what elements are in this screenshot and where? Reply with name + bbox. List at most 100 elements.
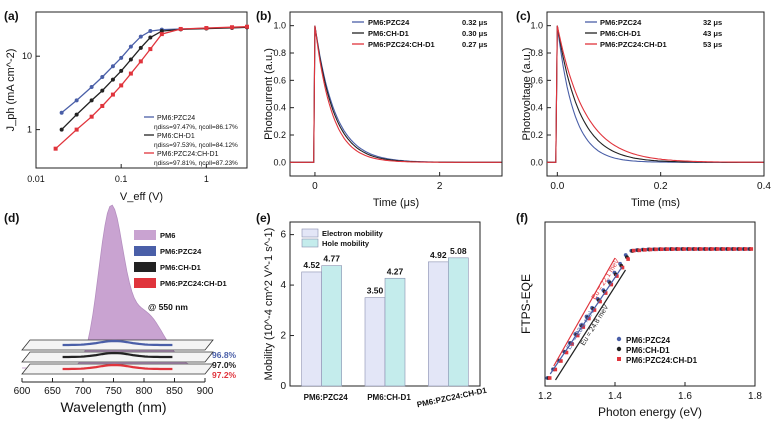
data-marker	[159, 29, 164, 34]
y-axis-label: FTPS-EQE	[519, 274, 533, 334]
legend-stats: ηdiss=97.81%, ηcoll=87.23%	[154, 160, 238, 167]
x-tick-label: 2	[437, 181, 443, 192]
legend-entry: PM6	[160, 231, 175, 240]
bar-value-label: 5.08	[450, 246, 467, 256]
data-marker	[738, 247, 742, 251]
legend-entry: PM6:PZC24	[626, 336, 671, 345]
y-tick-label: 0.2	[530, 130, 543, 140]
panel-label: (d)	[4, 211, 19, 225]
data-marker	[581, 325, 586, 329]
x-axis-label: Wavelength (nm)	[60, 399, 166, 415]
legend-entry: Hole mobility	[322, 239, 370, 248]
bar-value-label: 4.52	[303, 260, 320, 270]
y-tick-label: 0.6	[530, 75, 543, 85]
x-tick-label: 1.2	[538, 391, 552, 402]
data-marker	[89, 98, 94, 103]
series-line-a	[61, 26, 248, 114]
y-tick-label: 0	[280, 381, 286, 392]
legend-tau: 32 μs	[703, 18, 722, 27]
y-axis-label: J_ph (mA cm^-2)	[5, 49, 17, 132]
x-axis-label: V_eff (V)	[120, 191, 163, 203]
legend-marker	[616, 346, 622, 352]
stack-plane	[21, 363, 214, 375]
legend-entry: PM6:CH-D1	[626, 346, 670, 355]
x-tick-label: 0.0	[550, 181, 564, 192]
legend-entry: PM6:CH-D1	[160, 263, 201, 272]
y-tick-label: 0.0	[273, 157, 286, 167]
data-marker	[587, 316, 591, 321]
legend-marker	[616, 336, 622, 342]
data-marker	[100, 103, 105, 108]
urbach-fit-line	[554, 269, 627, 381]
data-marker	[643, 248, 647, 252]
data-marker	[178, 26, 183, 31]
legend-entry: PM6:PZC24:CH-D1	[157, 151, 219, 158]
x-tick-label: 0.01	[27, 174, 45, 184]
data-marker	[743, 247, 748, 251]
x-tick-label: 650	[44, 386, 61, 397]
x-tick-label: 800	[136, 386, 153, 397]
data-marker	[74, 98, 79, 103]
legend-entry: PM6:PZC24:CH-D1	[368, 40, 435, 49]
data-marker	[148, 47, 153, 52]
data-marker	[110, 64, 115, 69]
legend-swatch	[134, 230, 156, 240]
legend-swatch	[134, 262, 156, 272]
data-marker	[128, 44, 133, 49]
data-marker	[159, 32, 164, 37]
data-marker	[654, 247, 658, 252]
x-tick-label: 750	[105, 386, 122, 397]
y-tick-label: 1.0	[273, 21, 286, 31]
y-axis-label: Mobility (10^-4 cm^2 V^-1 s^-1)	[263, 228, 275, 381]
panel-label: (f)	[516, 211, 528, 225]
data-marker	[119, 68, 124, 73]
bar-value-label: 4.27	[387, 266, 404, 276]
excitation-annotation: @ 550 nm	[148, 302, 188, 312]
bar	[364, 297, 386, 387]
legend-stats: ηdiss=97.47%, ηcoll=86.17%	[154, 124, 238, 131]
legend-tau: 53 μs	[703, 40, 722, 49]
bar-value-label: 4.92	[430, 250, 447, 260]
legend-entry: PM6:PZC24:CH-D1	[626, 356, 698, 365]
data-marker	[89, 114, 94, 119]
category-label: PM6:CH-D1	[367, 393, 411, 402]
legend-entry: PM6:CH-D1	[157, 133, 195, 140]
legend-entry: PM6:PZC24	[600, 18, 642, 27]
data-marker	[128, 57, 133, 62]
legend-tau: 0.27 μs	[462, 40, 487, 49]
legend-tau: 43 μs	[703, 29, 722, 38]
legend-entry: PM6:CH-D1	[368, 29, 409, 38]
quenched-pl-line	[62, 363, 173, 371]
y-tick-label: 0.8	[530, 48, 543, 58]
data-marker	[715, 247, 720, 251]
y-tick-label: 2	[280, 331, 286, 342]
data-marker	[100, 88, 105, 93]
legend-entry: PM6:PZC24:CH-D1	[160, 279, 227, 288]
data-marker	[575, 333, 580, 338]
x-tick-label: 1.6	[678, 391, 692, 402]
data-marker	[710, 247, 714, 251]
x-tick-label: 1.8	[748, 391, 762, 402]
data-marker	[245, 24, 249, 29]
data-marker	[631, 248, 636, 253]
category-label: PM6:PZC24:CH-D1	[416, 386, 488, 410]
panel-label: (c)	[516, 9, 531, 23]
legend-entry: PM6:PZC24:CH-D1	[600, 40, 667, 49]
urbach-fit-line	[553, 257, 616, 367]
x-axis-label: Time (ms)	[631, 197, 680, 209]
urbach-fit-line	[549, 266, 623, 375]
data-marker	[138, 45, 143, 50]
y-tick-label: 10	[22, 51, 32, 61]
quench-efficiency: 96.8%	[212, 350, 237, 360]
bar	[428, 261, 449, 387]
y-tick-label: 0.4	[530, 103, 543, 113]
y-tick-label: 1	[27, 125, 32, 135]
data-marker	[676, 247, 681, 251]
category-label: PM6:PZC24	[304, 393, 349, 402]
data-marker	[615, 274, 619, 278]
y-tick-label: 0.2	[273, 130, 286, 140]
data-marker	[687, 247, 692, 251]
bar-value-label: 3.50	[367, 286, 384, 296]
y-tick-label: 0.0	[530, 157, 543, 167]
